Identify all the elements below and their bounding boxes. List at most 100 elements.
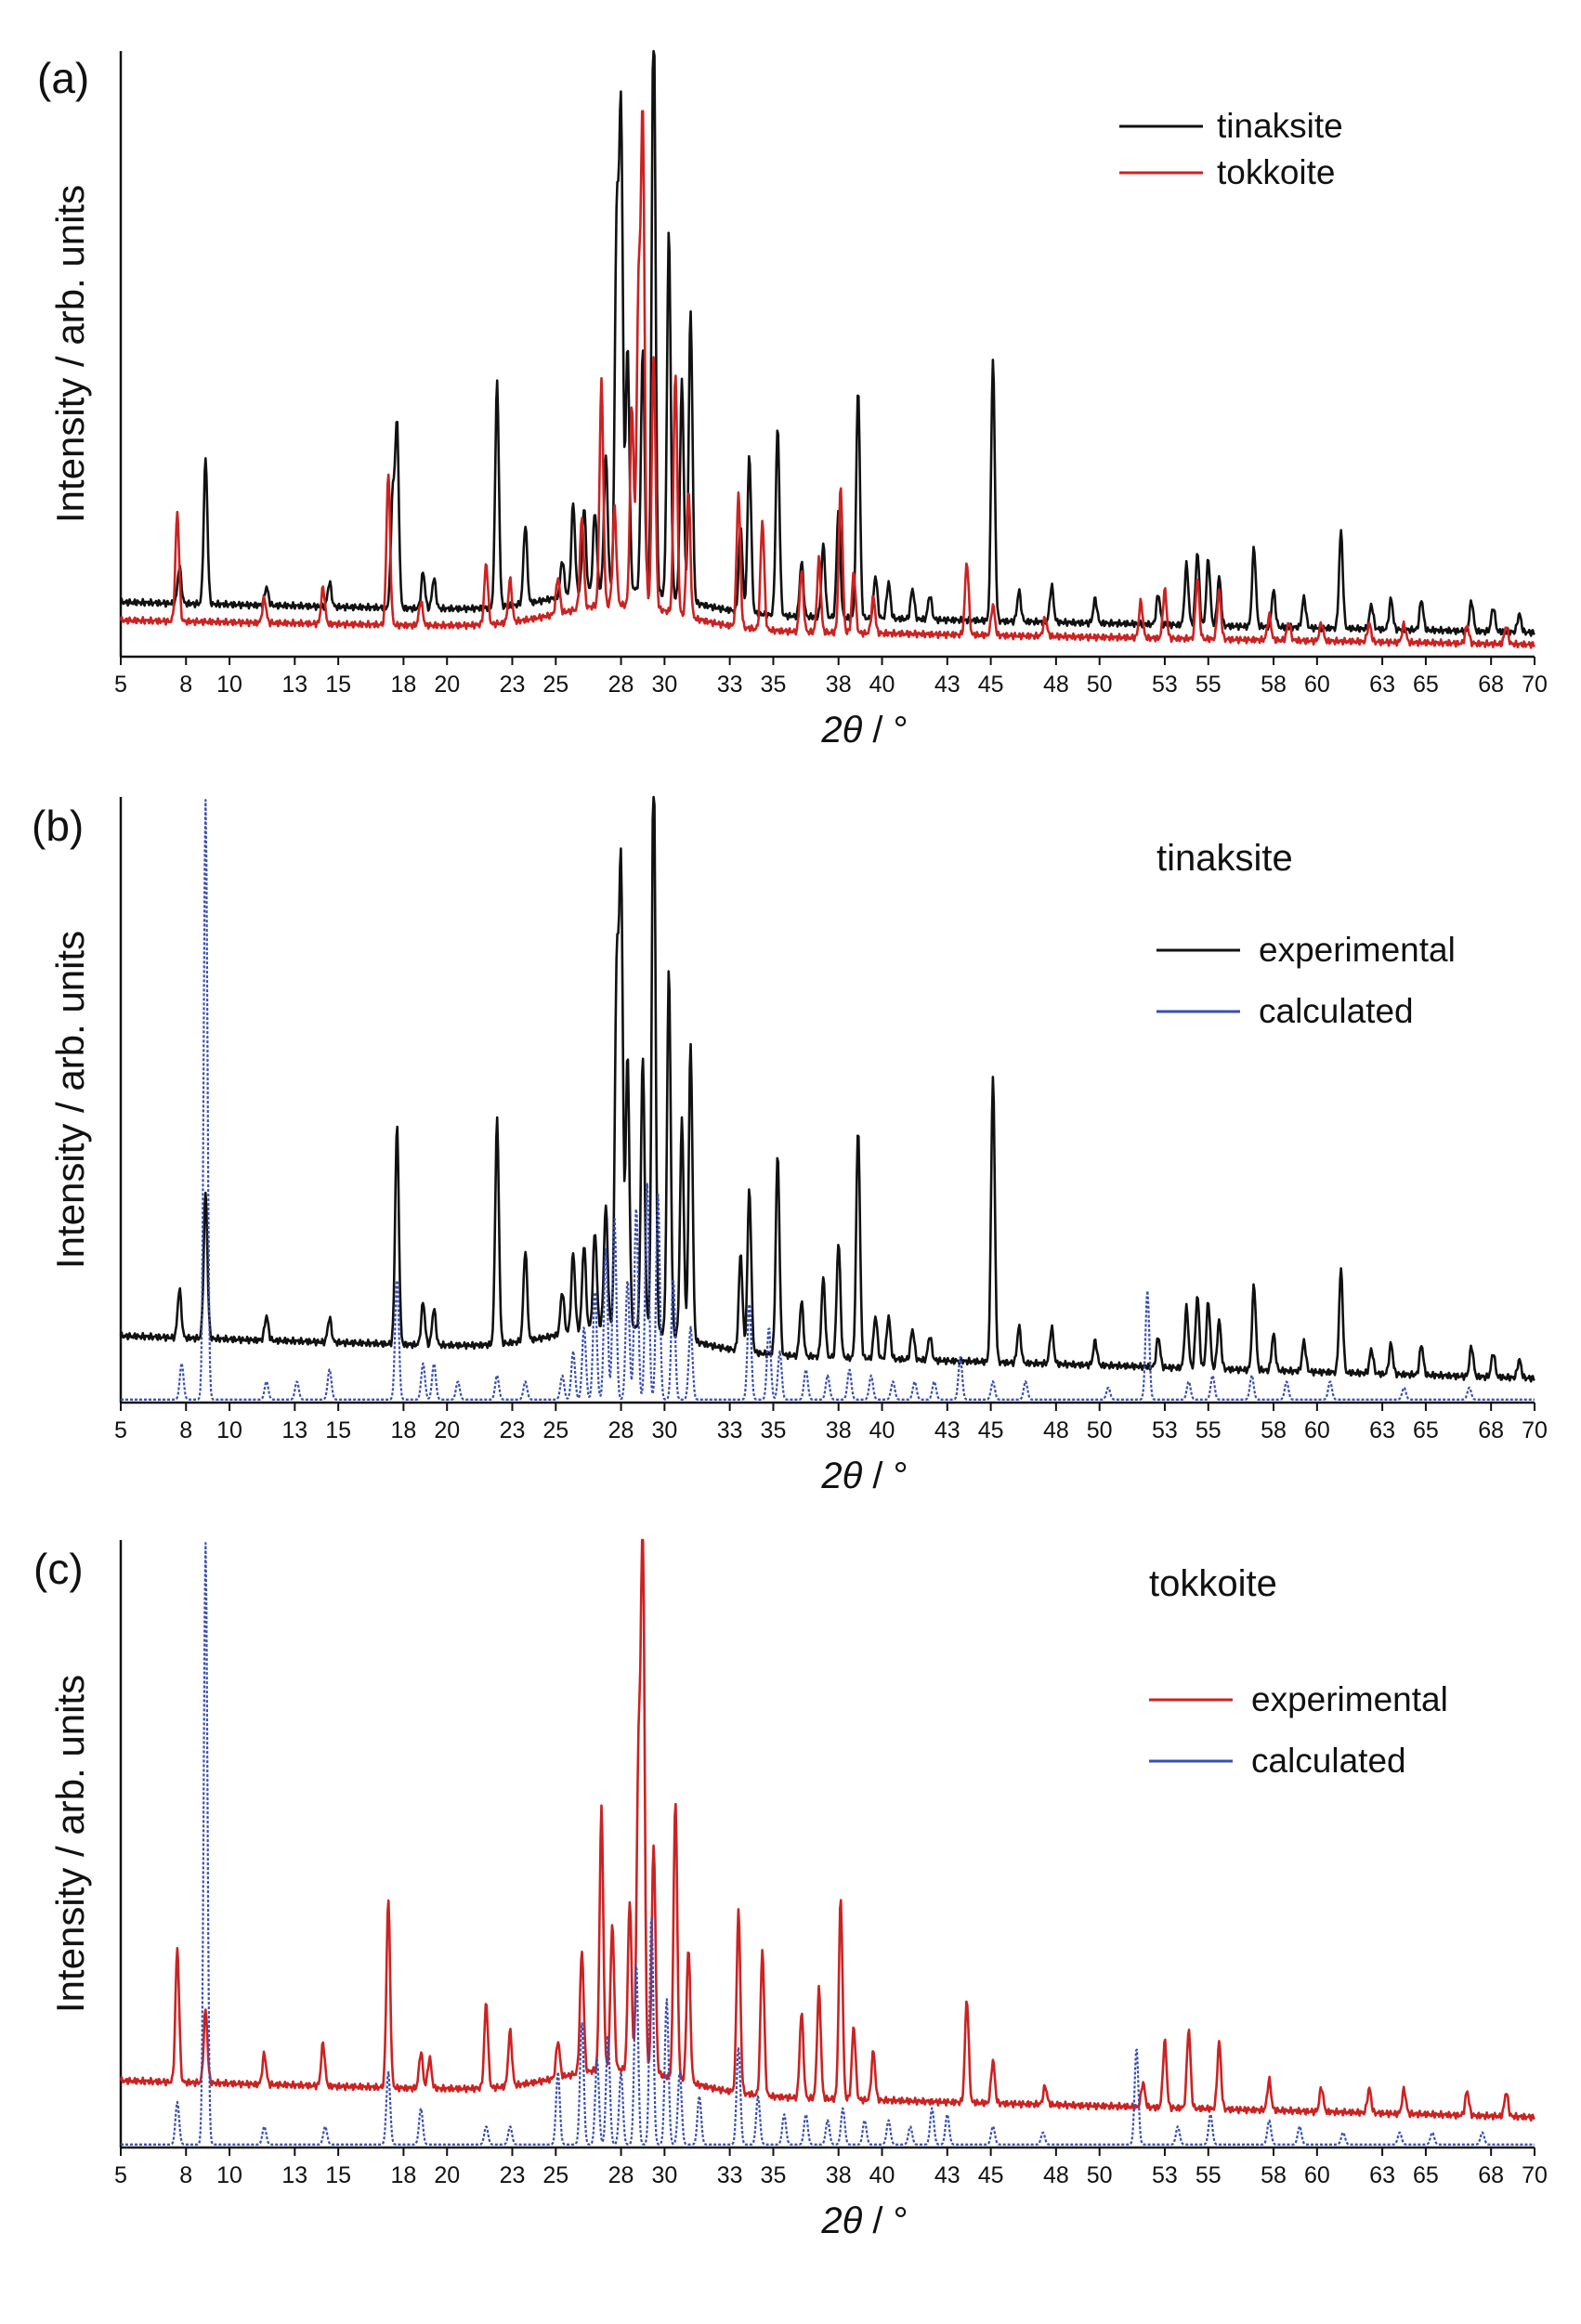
x-tick-label: 55	[1196, 1417, 1222, 1443]
x-tick-label: 70	[1522, 2162, 1548, 2188]
x-tick-label: 13	[281, 2162, 307, 2188]
x-tick-label: 63	[1369, 672, 1395, 698]
x-tick-label: 23	[500, 2162, 526, 2188]
x-tick-label: 48	[1043, 2162, 1069, 2188]
x-tick-label: 23	[500, 672, 526, 698]
x-tick-label: 33	[717, 1417, 743, 1443]
x-tick-label: 50	[1087, 672, 1113, 698]
x-tick-label: 50	[1087, 1417, 1113, 1443]
x-tick-label: 70	[1522, 672, 1548, 698]
x-tick-label: 33	[717, 2162, 743, 2188]
x-tick-label: 28	[608, 2162, 634, 2188]
x-tick-label: 15	[325, 1417, 351, 1443]
chart-panel-b: 5 8 10 13 15 18 20 23 25 28 30 33 35 38 40 43 45 48 50 53 55…	[32, 795, 1548, 1496]
x-tick-label: 50	[1087, 2162, 1113, 2188]
x-tick-label: 35	[761, 2162, 787, 2188]
x-tick-label: 48	[1043, 1417, 1069, 1443]
legend-title: tokkoite	[1149, 1563, 1277, 1604]
x-axis-label-unit: / °	[862, 1456, 908, 1496]
legend: tokkoite experimental calculated	[1149, 1563, 1448, 1780]
x-tick-label: 30	[651, 672, 677, 698]
x-tick-label: 33	[717, 672, 743, 698]
x-tick-label: 20	[434, 2162, 460, 2188]
x-tick-label: 25	[542, 2162, 568, 2188]
x-tick-label: 25	[542, 1417, 568, 1443]
panel-label: (b)	[32, 802, 84, 850]
x-axis-label: 2θ / °	[820, 2200, 908, 2241]
x-axis-label-symbol: 2θ	[820, 2200, 862, 2241]
y-axis-label: Intensity / arb. units	[48, 931, 92, 1269]
x-tick-label: 38	[826, 1417, 852, 1443]
x-tick-label: 40	[869, 1417, 895, 1443]
x-tick-label: 65	[1413, 1417, 1439, 1443]
x-tick-label: 30	[651, 1417, 677, 1443]
x-tick-label: 58	[1261, 1417, 1287, 1443]
x-tick-label: 68	[1478, 672, 1504, 698]
x-tick-label: 28	[608, 1417, 634, 1443]
x-tick-label: 5	[114, 1417, 127, 1443]
series-line-calculated	[120, 1542, 1535, 2146]
x-tick-label: 18	[390, 1417, 416, 1443]
legend-entry-experimental: experimental	[1251, 1680, 1448, 1718]
x-tick-label: 48	[1043, 672, 1069, 698]
x-tick-label: 10	[216, 672, 242, 698]
x-tick-label: 65	[1413, 672, 1439, 698]
x-axis-label: 2θ / °	[820, 710, 908, 751]
x-tick-label: 38	[826, 2162, 852, 2188]
x-tick-label: 53	[1152, 672, 1178, 698]
panel-label: (a)	[37, 54, 89, 102]
x-tick-label: 53	[1152, 1417, 1178, 1443]
chart-panel-c: 5 8 10 13 15 18 20 23 25 28 30 33 35 38 40 43 45 48 50 53 55…	[33, 1538, 1548, 2241]
x-tick-label: 53	[1152, 2162, 1178, 2188]
x-tick-label: 20	[434, 672, 460, 698]
x-axis-label-symbol: 2θ	[820, 1456, 862, 1496]
x-tick-label: 30	[651, 2162, 677, 2188]
x-tick-label: 10	[216, 1417, 242, 1443]
x-tick-label: 15	[325, 672, 351, 698]
x-tick-label: 45	[978, 2162, 1004, 2188]
x-tick-label: 60	[1304, 672, 1330, 698]
x-tick-label: 65	[1413, 2162, 1439, 2188]
x-tick-label: 10	[216, 2162, 242, 2188]
y-axis-label: Intensity / arb. units	[48, 185, 92, 523]
x-axis-label: 2θ / °	[820, 1456, 908, 1496]
x-tick-label: 20	[434, 1417, 460, 1443]
series-line-tinaksite	[119, 49, 1535, 637]
x-tick-label: 70	[1522, 1417, 1548, 1443]
x-tick-label: 45	[978, 1417, 1004, 1443]
x-tick-label: 68	[1478, 1417, 1504, 1443]
x-tick-label: 35	[761, 1417, 787, 1443]
series-line-calculated	[120, 799, 1535, 1401]
x-tick-label: 25	[542, 672, 568, 698]
x-tick-label: 63	[1369, 2162, 1395, 2188]
x-tick-label: 5	[114, 672, 127, 698]
series-line-experimental	[119, 795, 1535, 1383]
legend-title: tinaksite	[1156, 838, 1293, 879]
x-tick-label: 43	[934, 672, 960, 698]
x-tick-label: 28	[608, 672, 634, 698]
series-line-experimental	[119, 1538, 1535, 2122]
x-tick-label: 18	[390, 672, 416, 698]
x-axis-label-unit: / °	[862, 710, 908, 751]
series-line-tokkoite	[119, 110, 1535, 649]
x-tick-label: 40	[869, 2162, 895, 2188]
x-tick-label: 60	[1304, 2162, 1330, 2188]
x-tick-label: 5	[114, 2162, 127, 2188]
x-tick-label: 15	[325, 2162, 351, 2188]
x-tick-label: 13	[281, 1417, 307, 1443]
x-tick-label: 43	[934, 1417, 960, 1443]
x-tick-label: 23	[500, 1417, 526, 1443]
x-tick-label: 8	[179, 2162, 192, 2188]
x-tick-label: 8	[179, 672, 192, 698]
x-tick-label: 35	[761, 672, 787, 698]
x-tick-label: 58	[1261, 672, 1287, 698]
legend-entry-tokkoite: tokkoite	[1217, 153, 1336, 191]
x-tick-label: 68	[1478, 2162, 1504, 2188]
x-tick-label: 45	[978, 672, 1004, 698]
x-tick-label: 8	[179, 1417, 192, 1443]
x-tick-label: 43	[934, 2162, 960, 2188]
x-tick-label: 55	[1196, 672, 1222, 698]
legend: tinaksite tokkoite	[1119, 107, 1343, 191]
